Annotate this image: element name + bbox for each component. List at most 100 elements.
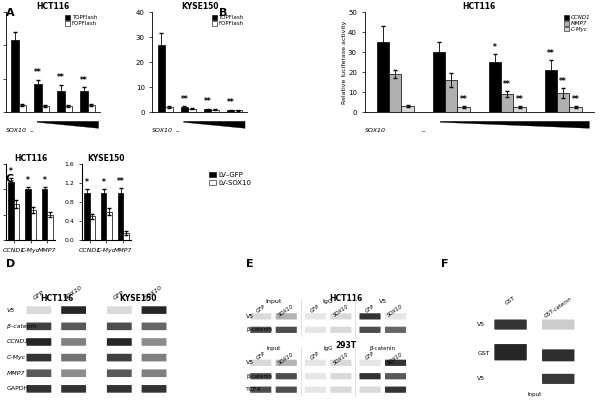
Bar [557,93,569,112]
Bar [401,106,414,112]
Text: **: ** [503,80,511,89]
Legend: CCND1, MMP7, C-Myc: CCND1, MMP7, C-Myc [564,15,591,33]
Text: **: ** [460,95,467,104]
Bar [11,41,19,112]
Text: GFP: GFP [255,351,266,361]
Bar [489,62,501,112]
Y-axis label: Relative luciferase activity: Relative luciferase activity [341,20,347,104]
FancyBboxPatch shape [305,313,326,320]
Text: MMP7: MMP7 [7,371,25,376]
FancyBboxPatch shape [142,369,166,377]
Bar [80,91,88,112]
FancyBboxPatch shape [61,306,86,314]
Text: 293T: 293T [336,341,357,350]
FancyBboxPatch shape [385,360,406,366]
Text: SOX10: SOX10 [64,284,83,300]
Bar [47,215,53,240]
Text: A: A [6,8,14,18]
Text: β-catenin: β-catenin [7,324,37,329]
Bar [31,210,36,240]
Text: *: * [493,43,497,52]
Text: V5: V5 [379,299,387,304]
FancyBboxPatch shape [26,369,52,377]
FancyBboxPatch shape [142,306,166,314]
Bar [234,110,242,112]
Text: *: * [26,176,30,185]
FancyBboxPatch shape [359,327,380,333]
FancyBboxPatch shape [107,322,132,330]
FancyBboxPatch shape [385,387,406,393]
Text: *: * [85,178,89,187]
Polygon shape [37,122,98,128]
Text: **: ** [547,49,555,58]
FancyBboxPatch shape [359,313,380,320]
Bar [58,91,65,112]
FancyBboxPatch shape [331,373,352,379]
FancyBboxPatch shape [305,387,326,393]
Bar [514,107,526,112]
Bar [227,110,234,112]
FancyBboxPatch shape [61,338,86,346]
Text: GFP: GFP [364,351,376,361]
Text: **: ** [80,76,88,85]
Bar [457,107,470,112]
Text: **: ** [181,95,188,103]
Text: GAPDH: GAPDH [7,386,29,391]
Bar [165,107,173,112]
Bar [8,182,14,240]
Text: **: ** [34,68,42,77]
Text: –: – [29,128,33,134]
Text: GST: GST [477,351,490,356]
Bar [88,105,95,112]
FancyBboxPatch shape [359,373,380,379]
Text: C: C [6,174,14,184]
Bar [101,192,106,240]
Text: *: * [9,167,13,176]
FancyBboxPatch shape [26,322,52,330]
FancyBboxPatch shape [61,369,86,377]
Bar [158,45,165,112]
Text: β-catenin: β-catenin [246,327,272,332]
FancyBboxPatch shape [542,320,574,330]
Text: V5: V5 [7,308,15,313]
Text: SOX10: SOX10 [6,128,27,133]
Text: –: – [422,128,425,134]
FancyBboxPatch shape [61,322,86,330]
Bar [42,189,47,240]
Text: GFP: GFP [364,304,376,314]
Bar [118,192,124,240]
Text: KYSE150: KYSE150 [119,294,157,303]
FancyBboxPatch shape [107,338,132,346]
Text: GFP: GFP [310,351,321,361]
Text: V5: V5 [246,314,254,319]
Legend: TOPFlash, FOPFlash: TOPFlash, FOPFlash [211,15,244,27]
Title: KYSE150: KYSE150 [181,2,218,11]
FancyBboxPatch shape [542,349,574,361]
Text: HCT116: HCT116 [330,294,363,304]
Polygon shape [440,122,589,128]
Title: HCT116: HCT116 [463,2,496,11]
Text: V5: V5 [246,360,254,365]
Text: SOX10: SOX10 [332,351,350,365]
Text: **: ** [227,98,235,107]
FancyBboxPatch shape [359,387,380,393]
FancyBboxPatch shape [250,327,271,333]
FancyBboxPatch shape [494,343,527,360]
Bar [377,42,389,112]
Text: SOX10: SOX10 [387,304,404,318]
Text: CCND1: CCND1 [7,340,29,344]
Bar [181,107,188,112]
Text: **: ** [57,73,65,82]
FancyBboxPatch shape [142,385,166,393]
FancyBboxPatch shape [26,306,52,314]
FancyBboxPatch shape [107,306,132,314]
Bar [65,105,72,112]
FancyBboxPatch shape [61,354,86,361]
Text: *: * [102,178,106,187]
FancyBboxPatch shape [107,385,132,393]
Text: β-catenin: β-catenin [370,346,396,351]
FancyBboxPatch shape [331,360,352,366]
Text: SOX10: SOX10 [144,284,164,300]
FancyBboxPatch shape [385,373,406,379]
Title: HCT116: HCT116 [37,2,70,11]
